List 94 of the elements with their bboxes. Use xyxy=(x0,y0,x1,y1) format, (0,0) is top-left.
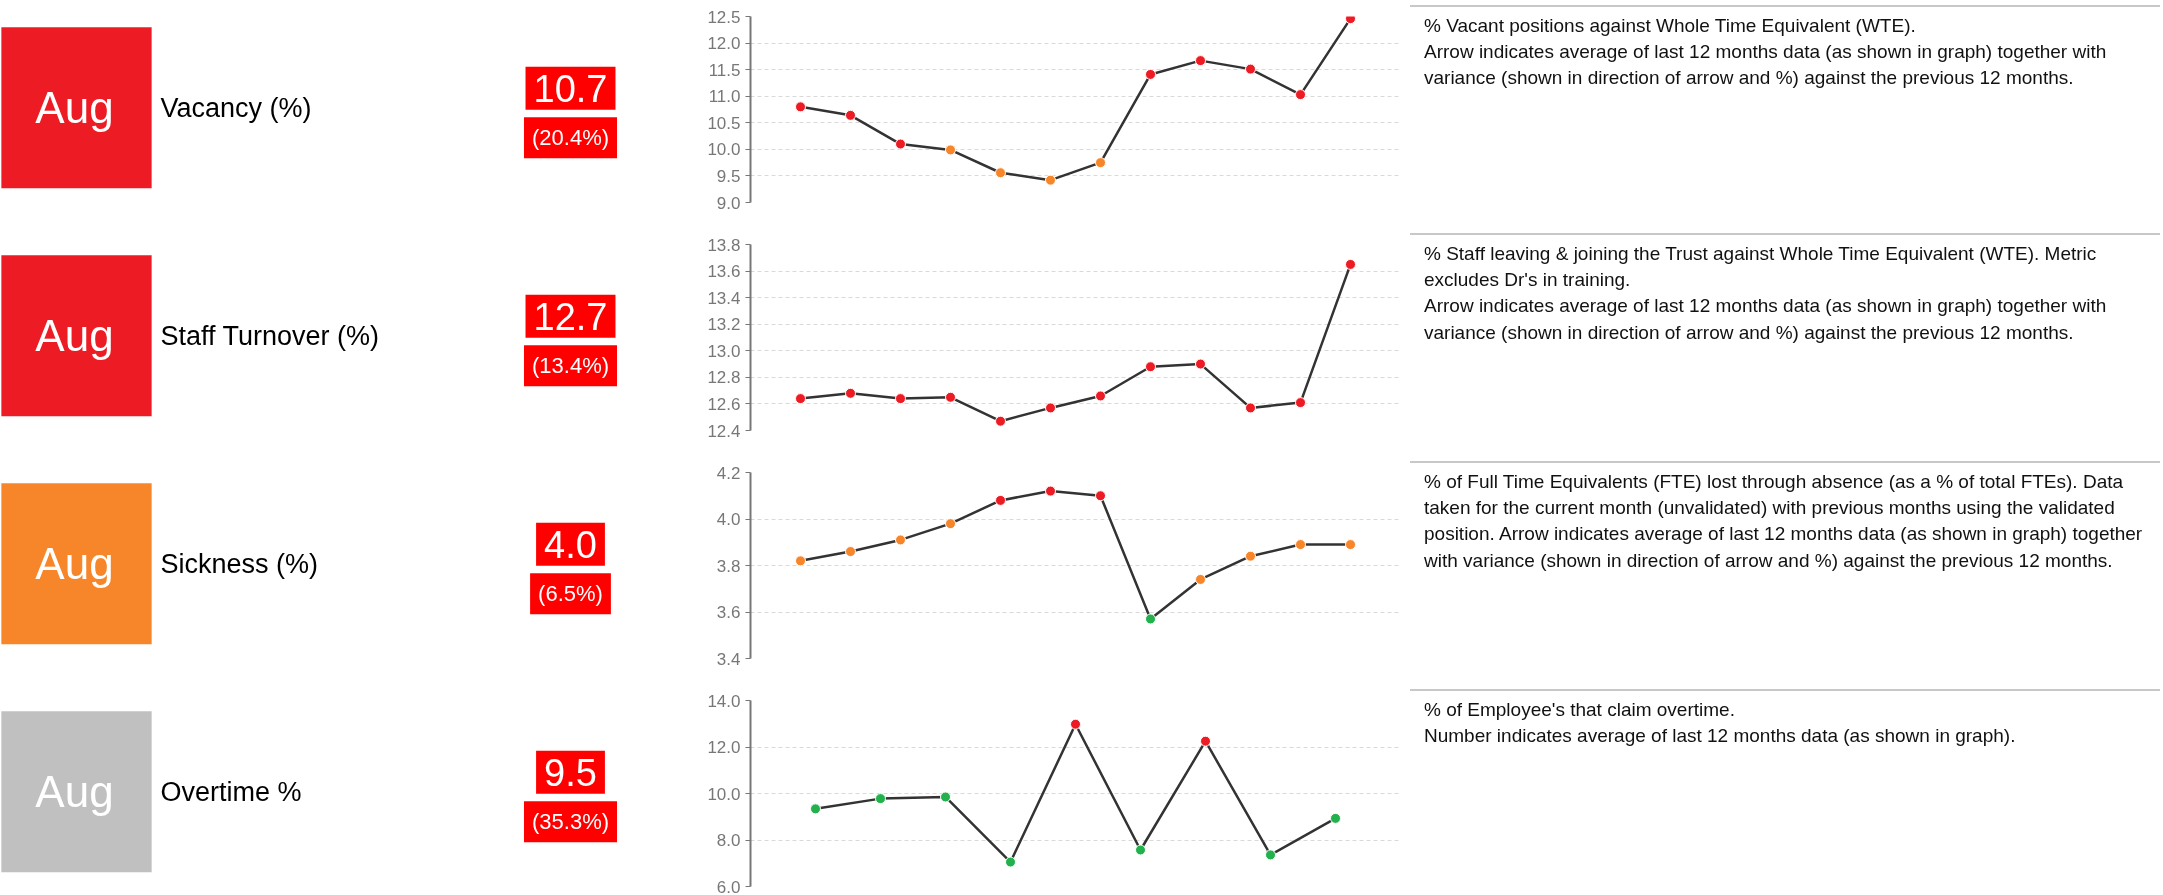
text: (6.5%) xyxy=(538,581,603,607)
point xyxy=(845,387,856,399)
point xyxy=(845,546,856,558)
y-tick-label: 6.0 xyxy=(716,877,741,895)
point xyxy=(795,555,806,567)
y-tick-label: 13.6 xyxy=(707,262,741,282)
y-tick-label: 12.0 xyxy=(707,738,741,757)
text: Arrow indicates average of last 12 months data (as shown in graph) together with variance (shown in direction of arrow and %) against the previous 12 months. xyxy=(1424,295,2107,343)
point xyxy=(795,101,806,113)
point xyxy=(1200,735,1211,747)
text: % Staff leaving & joining the Trust against Whole Time Equivalent (WTE). Metric excludes Dr's in training. xyxy=(1424,243,2097,291)
point xyxy=(875,793,886,805)
y-tick-label: 10.0 xyxy=(707,140,741,160)
point xyxy=(945,391,956,403)
text: Staff Turnover (%) xyxy=(160,320,380,351)
point xyxy=(895,138,906,150)
y-tick-label: 10.5 xyxy=(707,113,741,133)
text: Sickness (%) xyxy=(160,548,319,579)
point xyxy=(1245,63,1256,75)
point xyxy=(895,393,906,405)
point xyxy=(1195,55,1206,67)
text: (20.4%) xyxy=(531,125,610,151)
y-tick-label: 11.5 xyxy=(708,60,741,80)
text: 12.7 xyxy=(533,295,608,338)
text: 10.7 xyxy=(533,67,608,110)
text: Arrow indicates average of last 12 months data (as shown in graph) together with variance (shown in direction of arrow and %) against the previous 12 months. xyxy=(1424,41,2107,89)
text: Aug xyxy=(35,767,114,817)
point xyxy=(1265,849,1276,861)
point xyxy=(1135,844,1146,856)
text: Aug xyxy=(35,539,114,589)
y-tick-label: 12.4 xyxy=(707,421,741,441)
point xyxy=(1295,89,1306,101)
y-tick-label: 3.6 xyxy=(716,603,741,622)
point xyxy=(1345,16,1356,25)
point xyxy=(995,494,1006,506)
text: (35.3%) xyxy=(531,809,610,835)
point xyxy=(1095,390,1106,402)
y-tick-label: 3.4 xyxy=(716,649,741,669)
point xyxy=(940,791,951,803)
text: % of Full Time Equivalents (FTE) lost through absence (as a % of total FTEs). Data taken for the current month (unvalidated) with previous months using the validated position. Arrow indicates average of last 12 months data (as shown in graph) together with variance (shown in direction of arrow and %) against the previous 12 months. xyxy=(1424,470,2144,573)
y-tick-label: 12.6 xyxy=(707,394,741,414)
point xyxy=(1070,718,1081,730)
y-tick-label: 3.8 xyxy=(716,556,741,576)
point xyxy=(1345,258,1356,270)
y-tick-label: 11.0 xyxy=(708,87,741,107)
y-tick-label: 4.0 xyxy=(716,510,741,529)
point xyxy=(1045,174,1056,186)
point xyxy=(1045,485,1056,497)
point xyxy=(1330,812,1341,824)
y-tick-label: 12.0 xyxy=(707,34,741,54)
text: (13.4%) xyxy=(531,353,610,379)
point xyxy=(845,109,856,121)
text: 9.5 xyxy=(544,751,597,794)
y-tick-label: 13.4 xyxy=(707,288,741,308)
y-tick-label: 10.0 xyxy=(707,784,741,804)
point xyxy=(1005,856,1016,868)
point xyxy=(1195,358,1206,370)
y-tick-label: 12.5 xyxy=(707,7,741,27)
text: Vacancy (%) xyxy=(160,92,312,123)
text: Overtime % xyxy=(160,776,302,807)
point xyxy=(1195,573,1206,585)
point xyxy=(1145,68,1156,80)
y-tick-label: 14.0 xyxy=(707,691,741,711)
text: Aug xyxy=(35,83,114,133)
point xyxy=(995,415,1006,427)
text: 4.0 xyxy=(544,523,597,566)
point xyxy=(945,144,956,156)
y-tick-label: 4.2 xyxy=(716,463,741,483)
point xyxy=(1045,402,1056,414)
point xyxy=(1095,490,1106,502)
point xyxy=(795,393,806,405)
text: % Vacant positions against Whole Time Equivalent (WTE). xyxy=(1424,15,1916,36)
text: Aug xyxy=(35,311,114,361)
y-tick-label: 13.8 xyxy=(707,235,741,255)
y-tick-label: 8.0 xyxy=(716,831,741,850)
point xyxy=(895,534,906,546)
point xyxy=(945,518,956,530)
point xyxy=(1295,539,1306,551)
y-tick-label: 9.5 xyxy=(716,166,741,186)
y-tick-label: 9.0 xyxy=(716,193,741,213)
y-tick-label: 12.8 xyxy=(707,368,741,388)
point xyxy=(1245,402,1256,414)
point xyxy=(1095,157,1106,169)
point xyxy=(1145,613,1156,625)
point xyxy=(1245,550,1256,562)
text: % of Employee's that claim overtime. xyxy=(1424,699,1735,720)
point xyxy=(995,167,1006,179)
y-tick-label: 13.0 xyxy=(707,341,741,361)
point xyxy=(1345,539,1356,551)
point xyxy=(1145,361,1156,373)
text: Number indicates average of last 12 months data (as shown in graph). xyxy=(1424,725,2016,747)
y-tick-label: 13.2 xyxy=(707,315,741,335)
point xyxy=(1295,397,1306,409)
point xyxy=(810,803,821,815)
